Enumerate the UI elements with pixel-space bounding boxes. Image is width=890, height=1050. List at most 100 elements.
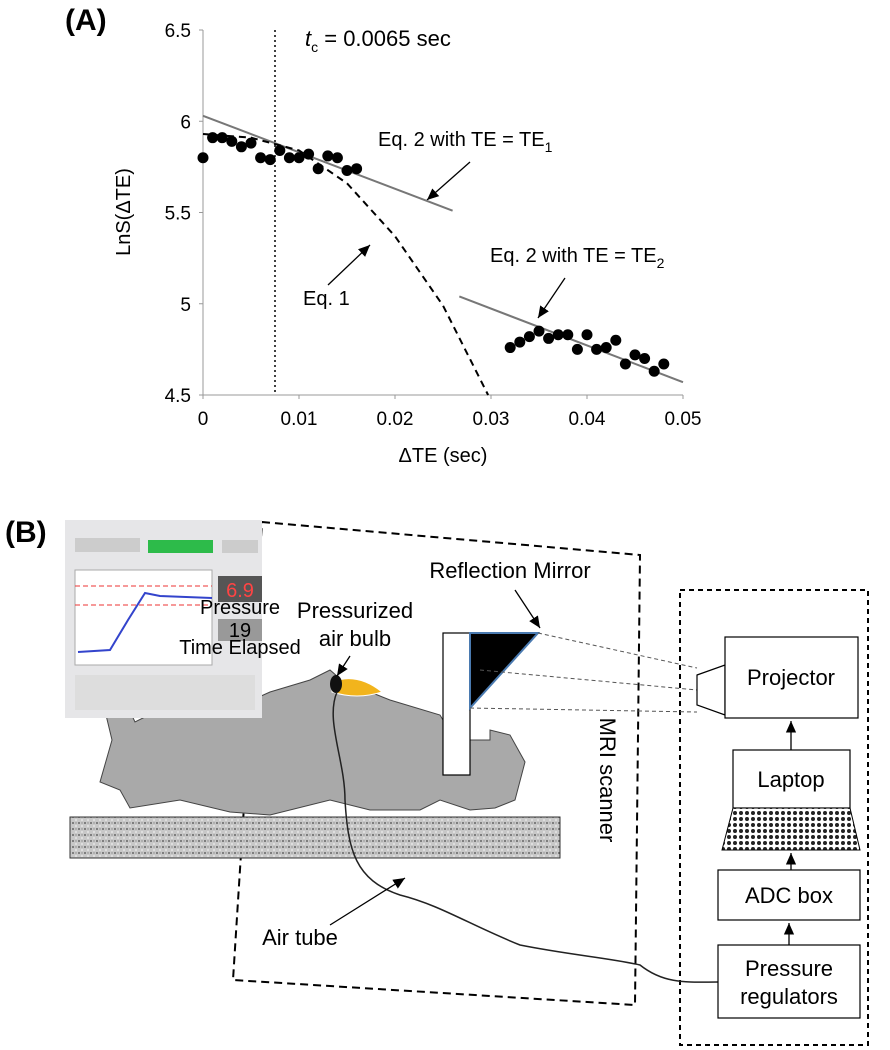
- y-tick-label: 5: [180, 295, 191, 316]
- scanner-label: MRI scanner: [595, 718, 620, 843]
- regulator-box: [717, 944, 861, 1019]
- point: [639, 353, 651, 364]
- bulb-label: Pressurized: [297, 598, 413, 623]
- point: [283, 152, 295, 164]
- point: [648, 365, 660, 377]
- pressure-label: Pressure: [200, 597, 280, 619]
- point: [322, 150, 334, 162]
- point: [293, 152, 305, 164]
- point: [255, 152, 267, 164]
- box-label: Pressure: [745, 956, 833, 981]
- screen-curve: [77, 591, 213, 653]
- point: [514, 336, 526, 348]
- projector-box: [724, 636, 859, 719]
- point: [331, 152, 343, 164]
- mirror: [469, 632, 541, 711]
- box-label: Projector: [747, 665, 835, 690]
- panel-label: (A): [65, 4, 107, 37]
- eq2-te2-annotation: Eq. 2 with TE = TE2: [490, 245, 665, 271]
- point: [274, 144, 286, 156]
- projection-lines: [469, 632, 698, 713]
- adc-box: [717, 869, 861, 921]
- point: [264, 154, 276, 166]
- table: [69, 816, 561, 859]
- laptop-box: [732, 749, 851, 809]
- eq2-te1-annotation: Eq. 2 with TE = TE1: [378, 129, 553, 155]
- point: [591, 343, 603, 355]
- screen-button: [222, 540, 258, 553]
- time-value: 19: [229, 620, 251, 642]
- point: [658, 358, 670, 370]
- point: [571, 343, 583, 355]
- point: [552, 329, 564, 341]
- chart-a: (A) LnS(ΔTE) ΔTE (sec) tc = 0.0065 sec E…: [65, 4, 701, 467]
- box-label: Laptop: [757, 767, 824, 792]
- point: [543, 332, 555, 344]
- arrow: [514, 589, 541, 629]
- point: [610, 334, 622, 346]
- x-tick-label: 0.04: [569, 409, 606, 430]
- point: [207, 132, 219, 144]
- air-tube: [332, 691, 719, 983]
- box-label: regulators: [740, 984, 838, 1009]
- point: [619, 358, 631, 370]
- x-tick-label: 0.05: [665, 409, 702, 430]
- y-tick-label: 4.5: [165, 386, 191, 407]
- eq1-annotation: Eq. 1: [303, 288, 350, 310]
- point: [235, 141, 247, 153]
- arrow: [329, 877, 406, 926]
- point: [600, 342, 612, 354]
- point: [581, 329, 593, 341]
- screen-readout: [218, 576, 262, 602]
- screen-readout: [218, 619, 262, 641]
- tc-annotation: tc = 0.0065 sec: [305, 26, 451, 55]
- point: [523, 331, 535, 343]
- point: [351, 163, 363, 175]
- pressure-value: 6.9: [226, 580, 254, 602]
- status-bar: [148, 540, 213, 553]
- screen-settings: [75, 675, 255, 710]
- point: [197, 152, 209, 164]
- y-tick-label: 6.5: [165, 21, 191, 42]
- lens: [696, 664, 726, 716]
- point: [562, 329, 574, 341]
- screen-photo: 6.9 Pressure 19 Time Elapsed: [65, 520, 301, 718]
- x-tick-label: 0.01: [281, 409, 318, 430]
- subject: [99, 669, 526, 816]
- fit-line: [458, 295, 684, 384]
- panel-label: (B): [5, 516, 47, 549]
- x-tick-label: 0: [198, 409, 209, 430]
- arrow: [327, 244, 371, 286]
- bulb-valve: [330, 675, 342, 693]
- fit-line: [202, 114, 453, 212]
- point: [226, 135, 238, 147]
- diagram-b: (B) Reflection Mirror Pressurized air bu…: [5, 516, 869, 1046]
- bulb-label: air bulb: [319, 626, 391, 651]
- point: [312, 163, 324, 175]
- time-label: Time Elapsed: [179, 637, 301, 659]
- bulb: [331, 678, 384, 697]
- point: [341, 165, 353, 177]
- point: [533, 325, 545, 337]
- box-label: ADC box: [745, 883, 833, 908]
- y-tick-label: 6: [180, 112, 191, 133]
- x-axis-title: ΔTE (sec): [399, 445, 488, 467]
- arrow: [426, 161, 471, 201]
- arrow: [537, 277, 566, 319]
- mirror-support: [442, 632, 471, 776]
- point: [245, 137, 257, 149]
- y-axis-title: LnS(ΔTE): [113, 168, 135, 256]
- x-tick-label: 0.03: [473, 409, 510, 430]
- point: [629, 349, 641, 361]
- x-tick-label: 0.02: [377, 409, 414, 430]
- arrow: [336, 655, 351, 677]
- screen-button: [75, 538, 140, 552]
- control-outline: [679, 589, 869, 1046]
- mirror-label: Reflection Mirror: [429, 558, 590, 583]
- point: [303, 148, 315, 160]
- keyboard: [721, 807, 861, 851]
- tube-label: Air tube: [262, 925, 338, 950]
- point: [504, 342, 516, 354]
- y-tick-label: 5.5: [165, 204, 191, 225]
